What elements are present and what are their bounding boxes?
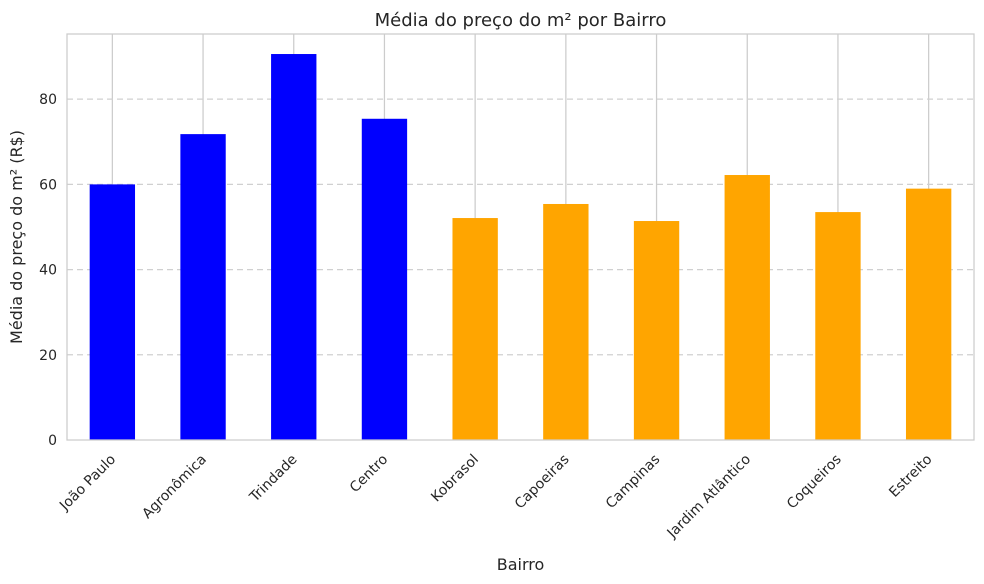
y-tick-label: 80: [39, 92, 57, 108]
bar-9: [815, 212, 861, 440]
bar-4: [361, 118, 408, 440]
y-tick-label: 40: [39, 263, 57, 279]
bar-3: [271, 54, 317, 441]
y-tick-labels: 0 20 40 60 80: [39, 92, 57, 449]
chart-title: Média do preço do m² por Bairro: [375, 10, 667, 31]
bar-1: [89, 184, 136, 440]
plot-frame: [66, 33, 975, 441]
x-axis-title: Bairro: [497, 555, 545, 574]
y-tick-label: 0: [48, 433, 57, 449]
bar-7: [633, 221, 680, 440]
y-tick-label: 60: [39, 177, 57, 193]
y-tick-label: 20: [39, 348, 57, 364]
bar-5: [452, 218, 498, 440]
y-axis-title: Média do preço do m² (R$): [7, 130, 26, 344]
bar-10: [905, 188, 952, 440]
bar-8: [724, 175, 770, 440]
bar-6: [543, 203, 589, 440]
bars-layer: [89, 54, 952, 441]
bar-2: [180, 134, 226, 440]
